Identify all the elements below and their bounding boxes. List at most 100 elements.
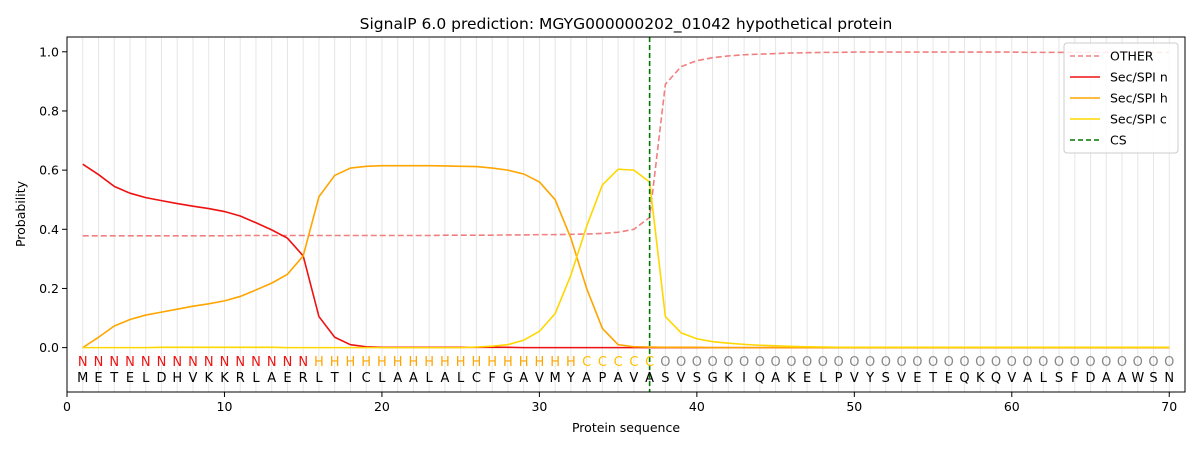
- residue-letter: S: [1149, 371, 1157, 386]
- y-tick-label: 0.6: [39, 163, 59, 178]
- residue-letter: G: [503, 371, 513, 386]
- residue-letter: V: [535, 371, 544, 386]
- series-line-other: [82, 51, 1170, 237]
- residue-class-label: O: [707, 355, 717, 370]
- residue-letter: A: [267, 371, 276, 386]
- x-tick-label: 60: [1004, 399, 1020, 414]
- residue-letter: K: [976, 371, 985, 386]
- residue-class-label: O: [881, 355, 891, 370]
- residue-letter: Q: [755, 371, 765, 386]
- residue-class-label: H: [346, 355, 356, 370]
- residue-class-label: O: [959, 355, 969, 370]
- residue-letter: P: [835, 371, 843, 386]
- residue-class-label: O: [944, 355, 954, 370]
- residue-letter: V: [189, 371, 198, 386]
- residue-class-label: C: [614, 355, 623, 370]
- residue-class-label: O: [755, 355, 765, 370]
- residue-letter: P: [598, 371, 606, 386]
- residue-letter: I: [742, 371, 746, 386]
- residue-class-label: O: [975, 355, 985, 370]
- residue-letter: Q: [991, 371, 1001, 386]
- residue-letter: I: [349, 371, 353, 386]
- residue-letter: Q: [959, 371, 969, 386]
- x-tick-label: 40: [689, 399, 705, 414]
- y-tick-label: 0.8: [39, 103, 59, 118]
- residue-letter: A: [771, 371, 780, 386]
- residue-letter: L: [252, 371, 260, 386]
- x-tick-label: 50: [846, 399, 862, 414]
- residue-letter: V: [850, 371, 859, 386]
- axes: 0 10 20 30 40 50 60 70 0.0 0.2 0.4 0.6 0.8 1.0: [39, 44, 1177, 414]
- residue-class-label: H: [535, 355, 545, 370]
- residue-class-label: H: [566, 355, 576, 370]
- residue-class-label: H: [409, 355, 419, 370]
- residue-class-label: O: [723, 355, 733, 370]
- x-tick-label: 30: [531, 399, 547, 414]
- y-axis-label: Probability: [13, 180, 28, 247]
- residue-class-label: N: [172, 355, 182, 370]
- residue-class-label: C: [645, 355, 654, 370]
- residue-class-label: O: [1148, 355, 1158, 370]
- grid-layer: [82, 37, 1170, 392]
- residue-letter: Y: [566, 371, 575, 386]
- residue-letter: T: [109, 371, 118, 386]
- residue-class-label: O: [1022, 355, 1032, 370]
- series-line-sec-spi-c: [82, 168, 1170, 349]
- residue-class-label: N: [251, 355, 261, 370]
- residue-class-label: H: [330, 355, 340, 370]
- residue-class-label: O: [676, 355, 686, 370]
- residue-class-label: H: [377, 355, 387, 370]
- residue-class-label: N: [283, 355, 293, 370]
- residue-letter: A: [645, 371, 654, 386]
- residue-class-label: N: [125, 355, 135, 370]
- residue-letter: S: [693, 371, 701, 386]
- legend-label: Sec/SPI h: [1110, 91, 1168, 106]
- residue-class-label: O: [833, 355, 843, 370]
- residue-letter: M: [77, 371, 88, 386]
- x-tick-label: 20: [374, 399, 390, 414]
- residue-letter: Y: [865, 371, 874, 386]
- residue-letter: R: [299, 371, 308, 386]
- series-layer: [82, 37, 1170, 392]
- residue-class-label: H: [314, 355, 324, 370]
- residue-letter: V: [897, 371, 906, 386]
- residue-class-label: O: [739, 355, 749, 370]
- residue-letter: C: [472, 371, 481, 386]
- residue-letter: E: [94, 371, 102, 386]
- residue-class-label: O: [1007, 355, 1017, 370]
- residue-class-label: N: [94, 355, 104, 370]
- residue-class-label: O: [912, 355, 922, 370]
- legend-label: CS: [1110, 133, 1127, 148]
- residue-letter: M: [550, 371, 561, 386]
- y-tick-label: 0.2: [39, 281, 59, 296]
- residue-letter: R: [236, 371, 245, 386]
- residue-letter: L: [378, 371, 386, 386]
- residue-letter: A: [614, 371, 623, 386]
- residue-class-label: N: [157, 355, 167, 370]
- y-tick-label: 0.0: [39, 340, 59, 355]
- residue-letter: L: [315, 371, 323, 386]
- residue-letter: N: [1164, 371, 1174, 386]
- residue-class-label: O: [1038, 355, 1048, 370]
- residue-class-label: O: [1085, 355, 1095, 370]
- residue-class-label: N: [267, 355, 277, 370]
- residue-letter: A: [409, 371, 418, 386]
- residue-letter: C: [362, 371, 371, 386]
- residue-class-label: N: [220, 355, 230, 370]
- residue-class-label: H: [361, 355, 371, 370]
- residue-class-label: H: [487, 355, 497, 370]
- residue-class-label: N: [188, 355, 198, 370]
- x-tick-label: 70: [1161, 399, 1177, 414]
- residue-class-label: N: [109, 355, 119, 370]
- residue-letter: E: [913, 371, 921, 386]
- plot-frame: [66, 36, 1186, 393]
- residue-class-label: O: [818, 355, 828, 370]
- residue-letter: S: [1055, 371, 1063, 386]
- residue-letter: F: [488, 371, 495, 386]
- residue-class-label: O: [770, 355, 780, 370]
- residue-letter: K: [220, 371, 229, 386]
- residue-letter: D: [1086, 371, 1096, 386]
- residue-class-label: H: [550, 355, 560, 370]
- residue-letter: A: [393, 371, 402, 386]
